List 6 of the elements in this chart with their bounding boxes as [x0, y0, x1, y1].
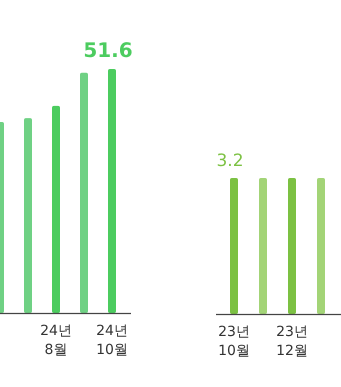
data-label: 3.2	[216, 151, 244, 171]
x-tick-label: 24년 8월	[40, 323, 72, 358]
x-tick-label: 24년 10월	[96, 323, 128, 358]
data-label: 51.6	[83, 38, 133, 62]
x-tick-label: 23년 12월	[276, 324, 308, 359]
x-tick-label: 23년 10월	[218, 324, 250, 359]
